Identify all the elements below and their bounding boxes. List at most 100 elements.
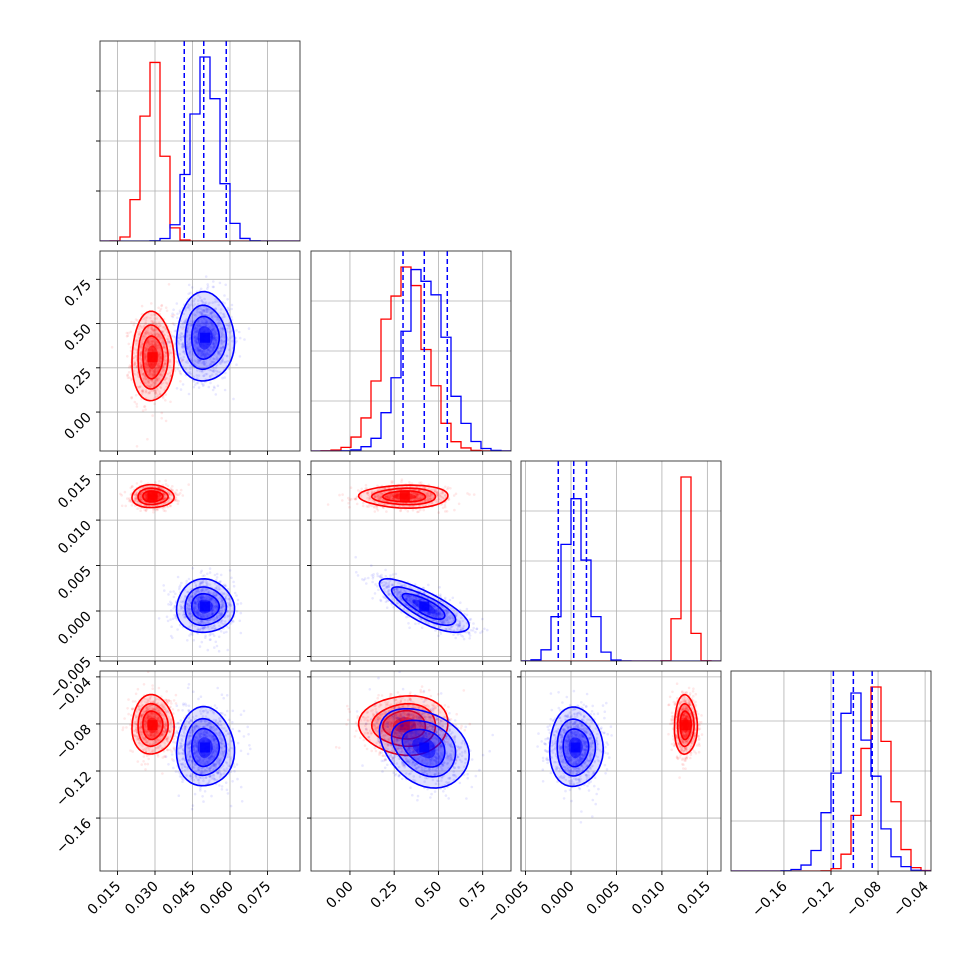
sample-point (148, 342, 151, 346)
sample-point (188, 338, 192, 342)
sample-point (169, 609, 173, 612)
sample-point (169, 345, 172, 348)
sample-point (168, 349, 171, 352)
sample-point (389, 574, 392, 577)
sample-point (199, 571, 203, 574)
sample-point (238, 619, 242, 623)
sample-point (191, 633, 194, 637)
sample-point (438, 586, 441, 589)
sample-point (207, 353, 211, 356)
sample-point (214, 393, 218, 396)
sample-point (177, 499, 180, 503)
sample-point (142, 324, 146, 328)
sample-point (185, 340, 189, 344)
sample-point (146, 437, 149, 441)
sample-point (214, 298, 217, 301)
sample-point (205, 321, 208, 325)
histogram-line (311, 268, 511, 451)
sample-point (193, 383, 197, 387)
sample-point (376, 484, 379, 488)
sample-point (356, 489, 360, 492)
sample-point (123, 490, 127, 494)
sample-point (210, 315, 214, 319)
sample-point (193, 339, 197, 343)
sample-point (140, 365, 144, 369)
sample-point (222, 345, 225, 349)
sample-point (143, 354, 147, 358)
sample-point (196, 325, 200, 329)
sample-point (224, 360, 227, 364)
sample-point (206, 310, 209, 314)
sample-point (144, 352, 147, 356)
sample-point (206, 322, 210, 326)
sample-point (211, 327, 215, 331)
sample-point (159, 372, 162, 376)
sample-point (156, 366, 160, 370)
sample-point (154, 332, 157, 336)
sample-point (158, 309, 162, 313)
sample-point (174, 592, 177, 596)
sample-point (139, 498, 143, 501)
sample-point (209, 381, 212, 385)
sample-point (178, 587, 181, 591)
sample-point (143, 349, 147, 353)
sample-point (205, 308, 209, 312)
sample-point (200, 312, 204, 316)
sample-point (235, 610, 239, 613)
sample-point (212, 366, 215, 370)
sample-point (153, 388, 156, 392)
sample-point (349, 486, 353, 490)
sample-point (197, 294, 200, 297)
sample-point (212, 280, 215, 283)
sample-point (227, 626, 230, 630)
sample-point (212, 342, 215, 345)
sample-point (189, 372, 193, 376)
sample-point (149, 332, 152, 336)
sample-point (141, 409, 145, 412)
sample-point (170, 334, 173, 338)
sample-point (203, 363, 207, 366)
sample-point (158, 479, 161, 483)
sample-point (151, 373, 154, 376)
sample-point (196, 350, 200, 353)
sample-point (215, 300, 219, 303)
sample-point (203, 574, 206, 577)
sample-point (226, 338, 230, 341)
sample-point (193, 297, 196, 301)
sample-point (164, 350, 167, 354)
sample-point (375, 507, 379, 510)
sample-point (400, 478, 404, 482)
sample-point (184, 309, 187, 312)
sample-point (213, 336, 216, 340)
sample-point (205, 351, 209, 355)
sample-point (203, 352, 206, 356)
sample-point (220, 331, 223, 335)
sample-point (155, 395, 158, 399)
sample-point (201, 352, 204, 355)
sample-point (360, 487, 364, 491)
sample-point (188, 346, 191, 349)
sample-point (130, 377, 134, 381)
sample-point (206, 352, 210, 356)
sample-point (215, 315, 219, 318)
sample-point (212, 342, 215, 345)
sample-point (140, 304, 144, 308)
sample-point (164, 327, 167, 331)
sample-point (152, 329, 155, 332)
sample-point (143, 355, 147, 358)
sample-point (144, 364, 147, 368)
sample-point (211, 348, 215, 352)
sample-point (146, 340, 150, 344)
sample-point (149, 389, 152, 393)
sample-point (151, 336, 154, 340)
histogram-panel (311, 251, 511, 451)
sample-point (154, 328, 157, 332)
sample-point (162, 341, 166, 345)
sample-point (135, 341, 138, 345)
sample-point (175, 493, 179, 497)
sample-point (212, 344, 216, 348)
sample-point (149, 369, 152, 372)
sample-point (195, 308, 199, 312)
sample-point (132, 369, 136, 373)
sample-point (129, 330, 132, 334)
